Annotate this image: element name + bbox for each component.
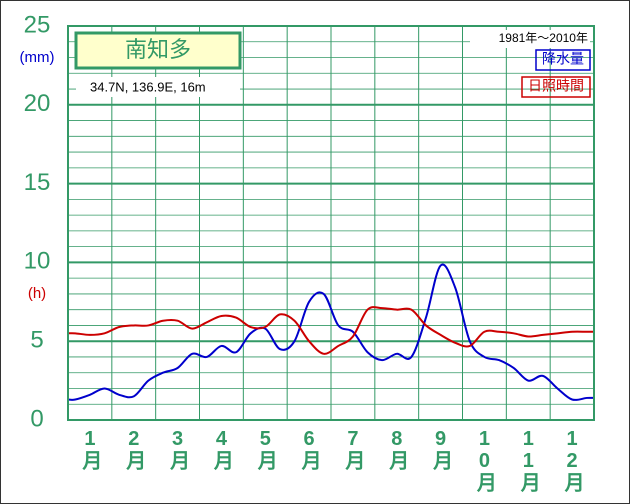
x-tick-label: 11月 (517, 428, 541, 493)
legend-box (535, 49, 591, 71)
y-tick-label: 25 (24, 11, 51, 38)
x-tick-label: 3月 (167, 428, 191, 471)
y-tick-label: 10 (24, 248, 51, 275)
y2-axis-label: (h) (28, 285, 46, 302)
x-tick-label: 10月 (473, 428, 497, 493)
x-tick-label: 5月 (254, 428, 278, 471)
lines (67, 263, 595, 401)
y-tick-label: 20 (24, 90, 51, 117)
legend-label: 日照時間 (528, 78, 584, 94)
x-tick-label: 4月 (210, 428, 234, 471)
x-tick-label: 12月 (561, 428, 585, 493)
x-tick-label: 1月 (79, 428, 103, 471)
x-tick-label: 8月 (386, 428, 410, 471)
x-tick-label: 6月 (298, 428, 322, 471)
x-tick-label: 2月 (123, 428, 147, 471)
period: 1981年～2010年 (499, 31, 588, 45)
period-box (470, 30, 590, 48)
legend-box (521, 76, 591, 98)
y-tick-label: 0 (30, 405, 43, 432)
title-box (74, 31, 242, 70)
x-tick-label: 9月 (430, 428, 454, 471)
chart-title: 南知多 (125, 37, 191, 62)
y-tick-label: 5 (30, 327, 43, 354)
x-tick-label: 7月 (342, 428, 366, 471)
legend-label: 降水量 (542, 51, 584, 67)
y-axis-label: (mm) (20, 49, 55, 66)
series-line (67, 306, 594, 355)
subtitle: 34.7N, 136.9E, 16m (90, 79, 206, 94)
plot-border (67, 25, 595, 421)
y-tick-label: 15 (24, 169, 51, 196)
series-line (67, 263, 595, 401)
subtitle-box (76, 77, 240, 97)
